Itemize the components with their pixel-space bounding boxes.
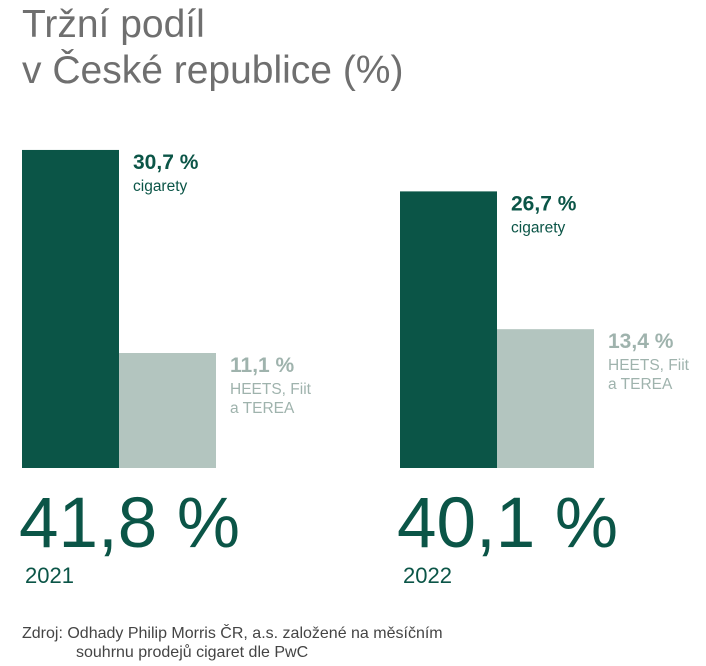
bar-series-label-2021-cigarettes: cigarety bbox=[133, 178, 188, 195]
total-share-2021: 41,8 % bbox=[19, 484, 240, 563]
bar-series-label-2021-heated: a TEREA bbox=[230, 400, 295, 417]
bar-2022-cigarettes bbox=[400, 191, 497, 468]
bar-2021-cigarettes bbox=[22, 149, 119, 468]
bar-series-label-2022-cigarettes: cigarety bbox=[511, 219, 566, 236]
bar-series-label-2022-heated: a TEREA bbox=[608, 376, 673, 393]
source-line-1: Odhady Philip Morris ČR, a.s. založené n… bbox=[67, 625, 443, 642]
bar-series-label-2022-heated: HEETS, Fiit bbox=[608, 357, 690, 374]
chart-title-line-2: v České republice (%) bbox=[22, 49, 404, 92]
bar-series-label-2021-heated: HEETS, Fiit bbox=[230, 381, 312, 398]
chart-title-line-1: Tržní podíl bbox=[22, 3, 205, 46]
bar-value-label-2021-cigarettes: 30,7 % bbox=[133, 151, 199, 174]
bar-2022-heated bbox=[497, 329, 594, 468]
bar-2021-heated bbox=[119, 353, 216, 468]
year-label-2022: 2022 bbox=[403, 563, 452, 588]
bar-value-label-2022-cigarettes: 26,7 % bbox=[511, 192, 577, 215]
source-note: Zdroj: Odhady Philip Morris ČR, a.s. zal… bbox=[22, 624, 443, 662]
bar-value-label-2021-heated: 11,1 % bbox=[230, 354, 295, 377]
source-line-2: souhrnu prodejů cigaret dle PwC bbox=[76, 644, 309, 661]
market-share-chart: 30,7 % cigarety 11,1 % HEETS, Fiit a TEREA 41… bbox=[19, 149, 690, 588]
total-share-2022: 40,1 % bbox=[397, 484, 618, 563]
source-label: Zdroj: bbox=[22, 625, 63, 642]
year-label-2021: 2021 bbox=[25, 563, 74, 588]
chart-title: Tržní podíl v České republice (%) bbox=[22, 2, 403, 94]
bar-value-label-2022-heated: 13,4 % bbox=[608, 330, 674, 353]
